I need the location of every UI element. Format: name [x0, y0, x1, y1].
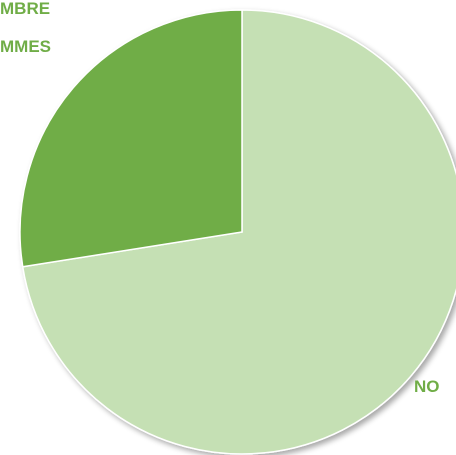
pie-slices	[19, 9, 456, 455]
slice-label-secondary-line-2: MMES	[0, 37, 51, 56]
slice-label-secondary-line-1: MBRE	[0, 0, 50, 18]
pie-slice-main	[21, 9, 456, 455]
pie-slice-secondary	[19, 9, 243, 268]
slice-label-main: NO	[414, 377, 440, 396]
